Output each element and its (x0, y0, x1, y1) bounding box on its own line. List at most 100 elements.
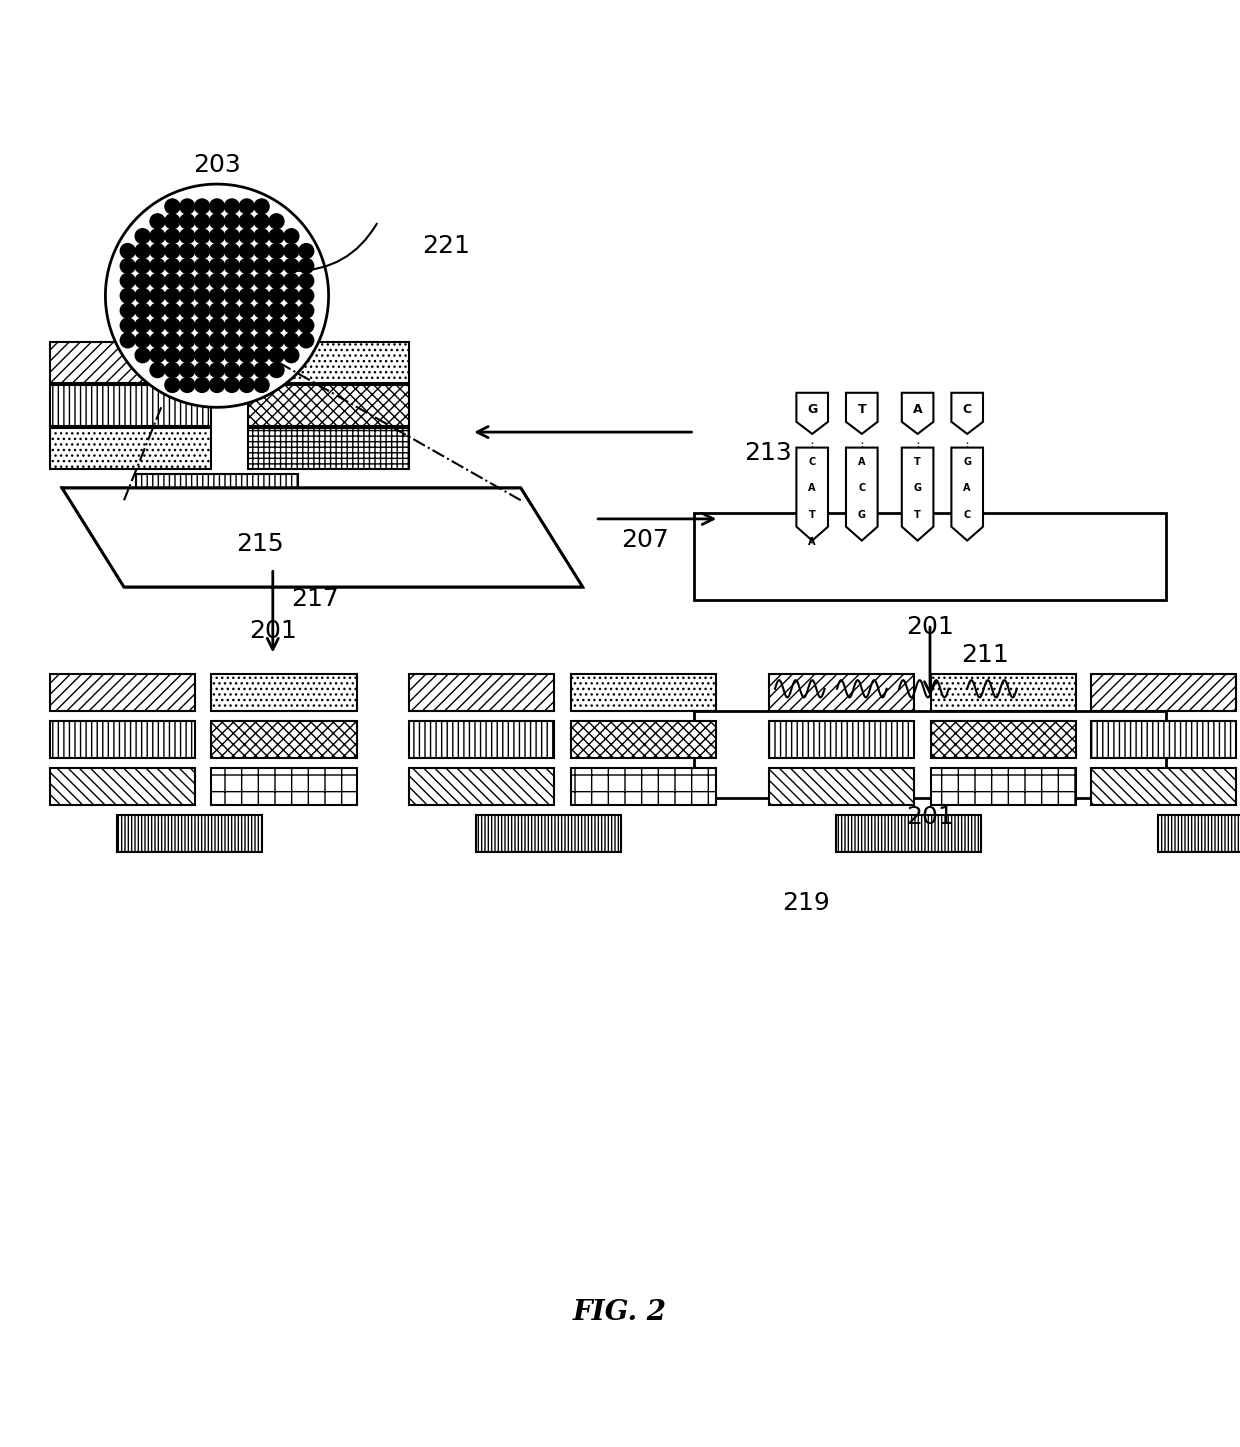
Circle shape (180, 333, 195, 347)
Circle shape (224, 288, 239, 302)
Circle shape (120, 273, 135, 288)
Circle shape (254, 288, 269, 302)
Circle shape (150, 259, 165, 273)
Circle shape (224, 302, 239, 318)
Circle shape (299, 273, 314, 288)
Text: T: T (914, 457, 921, 466)
Circle shape (224, 333, 239, 347)
Circle shape (210, 243, 224, 259)
Text: G: G (807, 404, 817, 417)
Circle shape (120, 333, 135, 347)
Circle shape (239, 378, 254, 392)
Circle shape (120, 259, 135, 273)
Circle shape (180, 378, 195, 392)
Circle shape (195, 347, 210, 363)
FancyBboxPatch shape (409, 768, 554, 806)
Polygon shape (846, 447, 878, 541)
Circle shape (195, 378, 210, 392)
Circle shape (210, 347, 224, 363)
Circle shape (165, 333, 180, 347)
FancyBboxPatch shape (930, 768, 1075, 806)
Text: C: C (808, 457, 816, 466)
Circle shape (150, 302, 165, 318)
FancyBboxPatch shape (50, 674, 195, 710)
Circle shape (224, 347, 239, 363)
Circle shape (135, 288, 150, 302)
Polygon shape (951, 392, 983, 434)
Circle shape (210, 318, 224, 333)
Circle shape (239, 214, 254, 229)
Circle shape (150, 363, 165, 378)
FancyBboxPatch shape (50, 721, 195, 758)
Circle shape (224, 259, 239, 273)
Text: C: C (858, 483, 866, 493)
FancyBboxPatch shape (769, 721, 914, 758)
Circle shape (284, 259, 299, 273)
Circle shape (120, 318, 135, 333)
Circle shape (239, 229, 254, 243)
FancyBboxPatch shape (211, 674, 357, 710)
Text: T: T (914, 511, 921, 519)
Circle shape (299, 259, 314, 273)
Circle shape (210, 200, 224, 214)
FancyBboxPatch shape (836, 815, 981, 852)
Circle shape (150, 229, 165, 243)
Text: 213: 213 (744, 441, 792, 464)
Circle shape (195, 214, 210, 229)
Text: G: G (963, 457, 971, 466)
Polygon shape (901, 392, 934, 434)
Text: A: A (963, 483, 971, 493)
Circle shape (150, 318, 165, 333)
Circle shape (254, 318, 269, 333)
Circle shape (180, 273, 195, 288)
FancyBboxPatch shape (769, 768, 914, 806)
FancyBboxPatch shape (50, 341, 211, 382)
Text: A: A (913, 404, 923, 417)
Circle shape (135, 229, 150, 243)
Circle shape (150, 214, 165, 229)
Circle shape (224, 229, 239, 243)
Circle shape (269, 347, 284, 363)
Circle shape (210, 229, 224, 243)
FancyBboxPatch shape (1158, 815, 1240, 852)
Circle shape (165, 243, 180, 259)
FancyBboxPatch shape (409, 674, 554, 710)
Polygon shape (796, 447, 828, 541)
Circle shape (180, 200, 195, 214)
Circle shape (195, 243, 210, 259)
Text: 207: 207 (621, 528, 668, 551)
FancyBboxPatch shape (1091, 768, 1236, 806)
Circle shape (254, 333, 269, 347)
Circle shape (224, 318, 239, 333)
Circle shape (269, 214, 284, 229)
Circle shape (180, 243, 195, 259)
Circle shape (135, 333, 150, 347)
Polygon shape (901, 447, 934, 541)
Circle shape (269, 288, 284, 302)
Text: G: G (858, 511, 866, 519)
Circle shape (239, 302, 254, 318)
Text: C: C (963, 511, 971, 519)
Text: 211: 211 (961, 644, 1009, 667)
Circle shape (269, 259, 284, 273)
FancyBboxPatch shape (50, 768, 195, 806)
Circle shape (195, 333, 210, 347)
Circle shape (269, 229, 284, 243)
Circle shape (239, 318, 254, 333)
Text: 217: 217 (291, 587, 340, 612)
Polygon shape (796, 392, 828, 434)
Circle shape (284, 229, 299, 243)
Circle shape (284, 302, 299, 318)
Polygon shape (846, 392, 878, 434)
FancyBboxPatch shape (930, 674, 1075, 710)
Circle shape (135, 318, 150, 333)
Circle shape (254, 214, 269, 229)
Circle shape (284, 243, 299, 259)
Polygon shape (951, 447, 983, 541)
FancyBboxPatch shape (409, 721, 554, 758)
Circle shape (284, 347, 299, 363)
FancyBboxPatch shape (1091, 674, 1236, 710)
Circle shape (180, 302, 195, 318)
FancyBboxPatch shape (930, 721, 1075, 758)
Circle shape (224, 243, 239, 259)
